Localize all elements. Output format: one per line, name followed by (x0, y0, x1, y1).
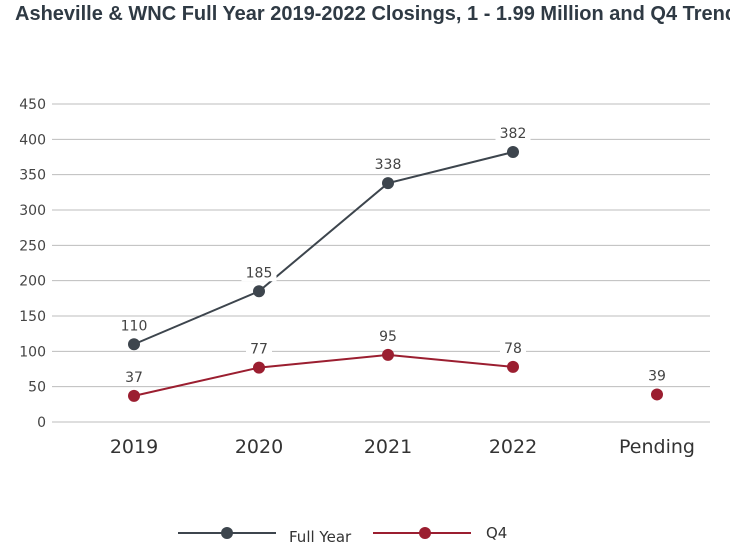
data-label: 185 (246, 265, 273, 281)
y-tick-label: 150 (19, 309, 46, 325)
chart-title: Asheville & WNC Full Year 2019-2022 Clos… (15, 3, 730, 25)
data-point (128, 338, 140, 351)
data-point (128, 389, 140, 402)
data-point (507, 146, 519, 159)
data-label: 95 (379, 329, 397, 345)
y-tick-label: 50 (28, 380, 46, 396)
y-axis-ticks: 450 400 350 300 250 200 150 100 50 0 (19, 97, 46, 431)
legend-marker (221, 527, 233, 539)
x-axis-ticks: 2019 2020 2021 2022 Pending (110, 436, 695, 458)
y-tick-label: 100 (19, 344, 46, 360)
data-point (253, 361, 265, 374)
data-label-bg (121, 368, 147, 386)
data-label-bg (375, 327, 401, 345)
data-label: 338 (375, 157, 402, 173)
y-tick-label: 350 (19, 168, 46, 184)
data-label: 37 (125, 370, 143, 386)
data-label-bg (116, 317, 152, 335)
data-label: 110 (121, 318, 148, 334)
x-tick-label: Pending (619, 436, 695, 458)
data-label: 39 (648, 368, 666, 384)
data-labels: 110 185 338 382 37 77 95 78 39 (116, 125, 670, 386)
data-point (651, 388, 663, 401)
y-tick-label: 200 (19, 274, 46, 290)
y-tick-label: 300 (19, 203, 46, 219)
y-tick-label: 250 (19, 238, 46, 254)
legend-marker (419, 527, 431, 539)
y-tick-label: 0 (37, 415, 46, 431)
x-tick-label: 2019 (110, 436, 158, 458)
data-label: 77 (250, 342, 268, 358)
data-label-bg (241, 264, 277, 282)
x-tick-label: 2020 (235, 436, 283, 458)
x-tick-label: 2022 (489, 436, 537, 458)
series-points (128, 146, 663, 402)
data-label: 382 (500, 126, 527, 142)
data-label-bg (644, 367, 670, 385)
gridlines (52, 103, 710, 423)
data-label-bg (246, 340, 272, 358)
x-tick-label: 2021 (364, 436, 412, 458)
series-lines (133, 151, 514, 397)
y-tick-label: 450 (19, 97, 46, 113)
data-label-bg (500, 339, 526, 357)
legend: Full Year Q4 (178, 524, 507, 546)
y-tick-label: 400 (19, 132, 46, 148)
data-point (253, 285, 265, 298)
data-label: 78 (504, 341, 522, 357)
data-label-bg (495, 125, 531, 143)
legend-label: Q4 (486, 524, 507, 542)
data-point (382, 177, 394, 190)
series-line-full-year (133, 151, 514, 346)
data-label-bg (370, 156, 406, 174)
data-point (382, 348, 394, 361)
legend-label: Full Year (289, 528, 352, 546)
data-point (507, 360, 519, 373)
series-line-q4 (133, 353, 514, 397)
